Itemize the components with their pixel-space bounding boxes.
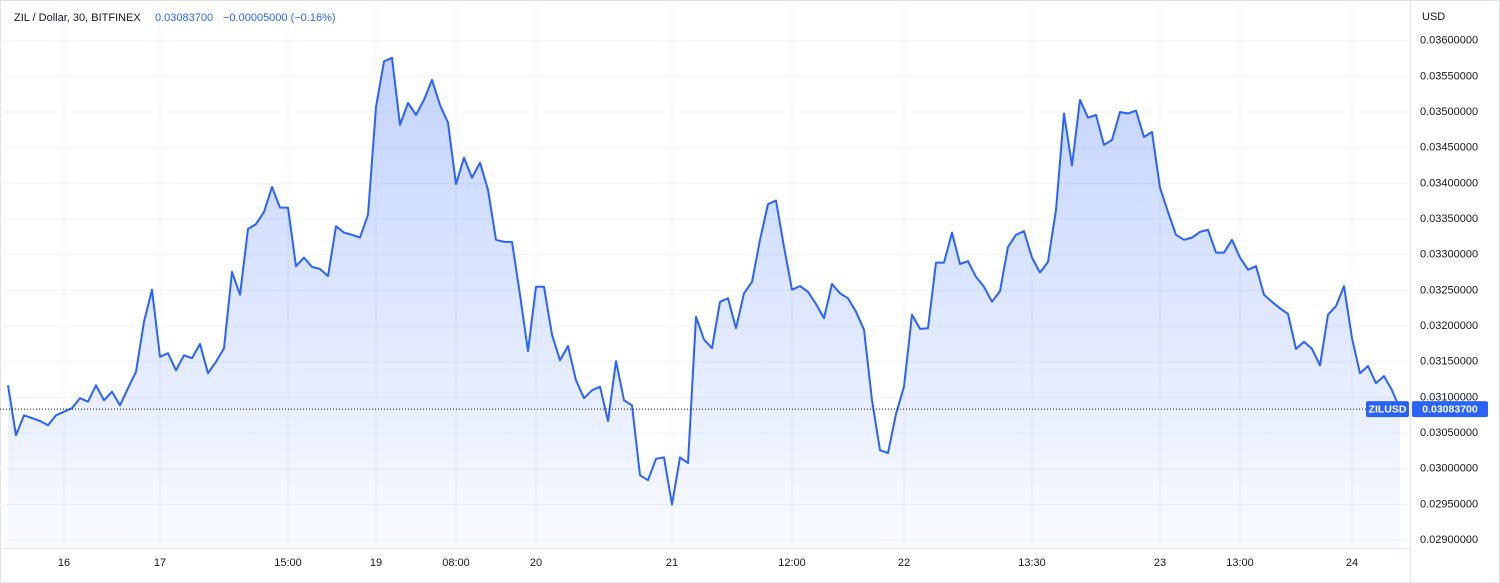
y-tick-label: 0.03100000 [1420, 391, 1478, 403]
y-tick-label: 0.03550000 [1420, 70, 1478, 82]
y-tick-label: 0.03250000 [1420, 284, 1478, 296]
price-tag-label: 0.03083700 [1422, 403, 1478, 415]
x-tick-label: 17 [154, 557, 166, 569]
header-change: −0.00005000 (−0.16%) [223, 12, 336, 24]
price-line [7, 56, 1401, 506]
plot: ZILUSD 0.03083700 [0, 56, 1488, 549]
x-tick-label: 22 [898, 557, 910, 569]
y-tick-label: 0.03500000 [1420, 106, 1478, 118]
x-tick-label: 08:00 [442, 557, 470, 569]
x-tick-label: 15:00 [274, 557, 302, 569]
y-tick-label: 0.03400000 [1420, 177, 1478, 189]
chart-title: ZIL / Dollar, 30, BITFINEX [14, 12, 141, 24]
symbol-tag [1366, 401, 1409, 418]
x-tick-label: 16 [58, 557, 70, 569]
y-tick-label: 0.03600000 [1420, 35, 1478, 47]
header-price: 0.03083700 [155, 12, 213, 24]
x-tick-label: 20 [530, 557, 542, 569]
y-tick-label: 0.03150000 [1420, 356, 1478, 368]
y-tick-label: 0.03300000 [1420, 249, 1478, 261]
x-tick-label: 21 [666, 557, 678, 569]
x-tick-label: 19 [370, 557, 382, 569]
axis-unit: USD [1422, 11, 1445, 23]
x-tick-label: 24 [1346, 557, 1358, 569]
labels: 0.02900000 0.02950000 0.03000000 0.03050000… [58, 35, 1478, 569]
x-tick-label: 12:00 [778, 557, 806, 569]
x-tick-label: 13:00 [1226, 557, 1254, 569]
price-tag [1412, 401, 1488, 418]
y-tick-label: 0.03450000 [1420, 142, 1478, 154]
y-tick-label: 0.02900000 [1420, 534, 1478, 546]
area-fill [8, 57, 1400, 549]
y-tick-label: 0.02950000 [1420, 498, 1478, 510]
y-tick-label: 0.03200000 [1420, 320, 1478, 332]
y-tick-label: 0.03050000 [1420, 427, 1478, 439]
symbol-label: ZILUSD [1369, 403, 1407, 415]
y-tick-label: 0.03350000 [1420, 213, 1478, 225]
y-tick-label: 0.03000000 [1420, 463, 1478, 475]
x-tick-label: 23 [1154, 557, 1166, 569]
x-tick-label: 13:30 [1018, 557, 1046, 569]
